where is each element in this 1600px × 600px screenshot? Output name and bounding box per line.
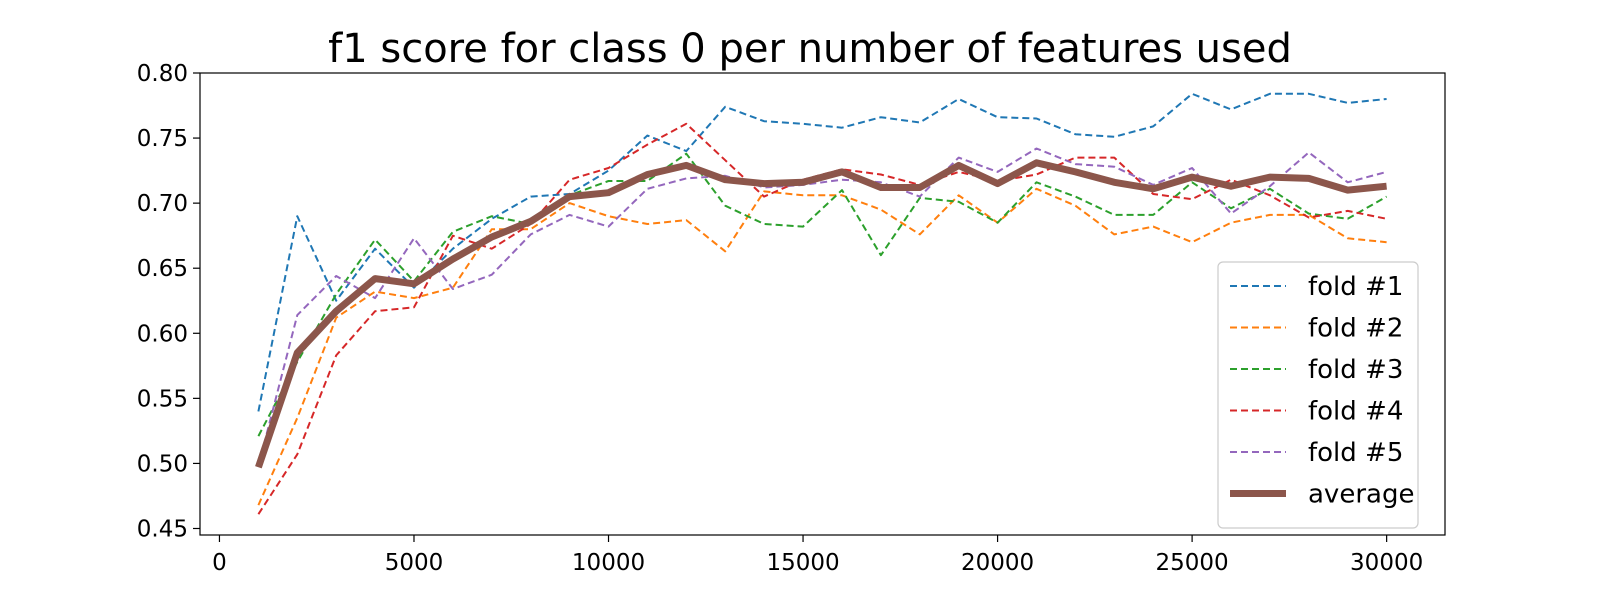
y-tick-label: 0.55 bbox=[137, 386, 188, 412]
y-tick-label: 0.70 bbox=[137, 191, 188, 217]
chart-title: f1 score for class 0 per number of featu… bbox=[328, 26, 1292, 72]
legend: fold #1 fold #2 fold #3 fold #4 fold #5 avera… bbox=[1217, 261, 1419, 529]
series-line-4 bbox=[257, 122, 1387, 515]
legend-label-6: average bbox=[1308, 480, 1414, 510]
x-tick-label: 20000 bbox=[961, 550, 1034, 576]
x-tick-label: 5000 bbox=[385, 550, 444, 576]
y-tick-label: 0.65 bbox=[137, 256, 188, 282]
legend-label-1: fold #1 bbox=[1308, 272, 1403, 302]
legend-label-4: fold #4 bbox=[1308, 397, 1403, 427]
y-tick-label: 0.80 bbox=[137, 61, 188, 87]
x-tick-label: 10000 bbox=[572, 550, 645, 576]
plot-frame bbox=[199, 72, 1446, 536]
legend-label-2: fold #2 bbox=[1308, 314, 1403, 344]
series-line-1 bbox=[257, 92, 1387, 412]
legend-label-3: fold #3 bbox=[1308, 355, 1403, 385]
y-tick-label: 0.45 bbox=[137, 516, 188, 542]
x-tick-label: 25000 bbox=[1156, 550, 1229, 576]
series-line-6 bbox=[255, 159, 1387, 469]
y-tick-label: 0.75 bbox=[137, 126, 188, 152]
x-tick-label: 30000 bbox=[1350, 550, 1423, 576]
legend-label-5: fold #5 bbox=[1308, 438, 1403, 468]
x-tick-label: 0 bbox=[212, 550, 227, 576]
y-tick-label: 0.60 bbox=[137, 321, 188, 347]
series-line-2 bbox=[257, 187, 1387, 506]
x-tick-label: 15000 bbox=[766, 550, 839, 576]
axis-ticks: 0 5000 10000 15000 20000 25000 30000 0.45 0.50 0.… bbox=[137, 61, 1423, 576]
plot-lines bbox=[255, 92, 1388, 515]
y-tick-label: 0.50 bbox=[137, 451, 188, 477]
